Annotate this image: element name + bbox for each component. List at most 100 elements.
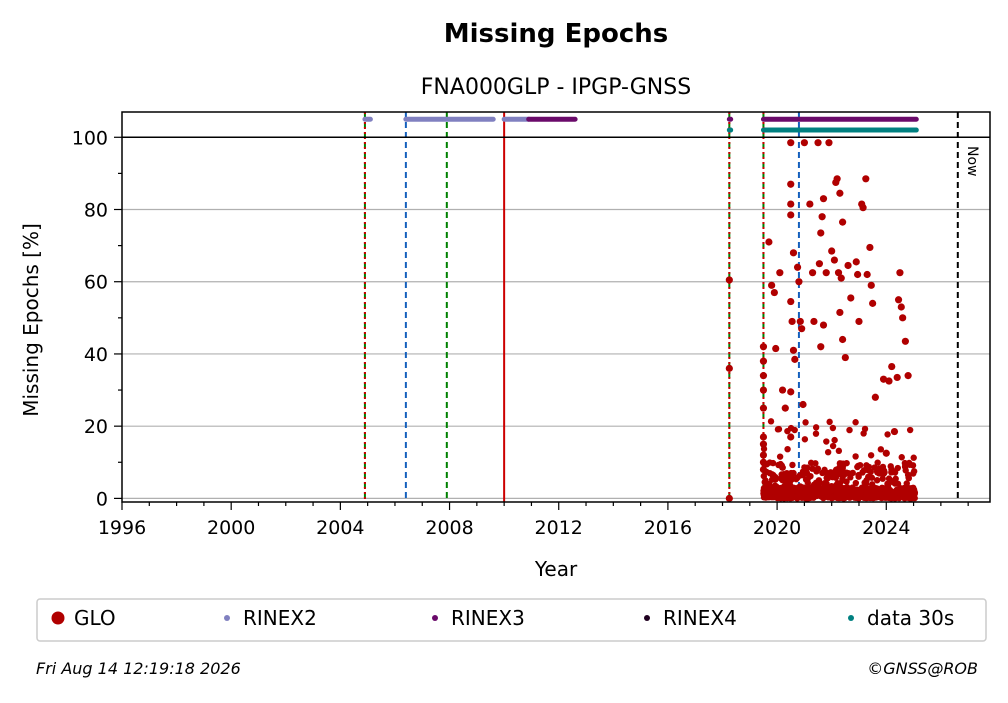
glo-point — [776, 453, 784, 460]
glo-point — [879, 475, 886, 482]
glo-point — [725, 364, 733, 372]
chart-subtitle: FNA000GLP - IPGP-GNSS — [421, 75, 691, 100]
glo-point — [894, 480, 902, 488]
glo-point — [852, 453, 859, 460]
glo-point — [787, 424, 795, 432]
glo-point — [877, 446, 885, 453]
glo-point — [814, 139, 822, 147]
glo-point — [787, 180, 795, 188]
availability-strips — [362, 116, 919, 133]
y-tick-label: 100 — [72, 127, 108, 149]
glo-point — [890, 427, 899, 436]
glo-point — [884, 482, 892, 489]
legend-label: data 30s — [867, 606, 954, 630]
glo-points — [725, 139, 919, 502]
footer-copyright: ©GNSS@ROB — [867, 659, 978, 678]
legend-label: RINEX3 — [451, 606, 525, 630]
y-tick-label: 80 — [84, 200, 108, 222]
glo-point — [831, 436, 838, 444]
glo-point — [788, 317, 796, 326]
glo-point — [882, 449, 890, 457]
glo-point — [905, 459, 913, 467]
glo-point — [839, 218, 847, 226]
glo-point — [787, 211, 795, 219]
glo-point — [810, 317, 818, 326]
glo-point — [759, 372, 768, 380]
glo-point — [843, 489, 850, 496]
glo-point — [837, 274, 845, 282]
glo-point — [871, 492, 879, 499]
glo-point — [866, 243, 874, 252]
glo-point — [818, 213, 826, 221]
glo-point — [825, 139, 833, 147]
legend-marker — [848, 615, 854, 621]
glo-point — [803, 464, 811, 471]
legend-label: RINEX2 — [243, 606, 317, 630]
glo-point — [793, 263, 802, 271]
vertical-event-lines — [363, 112, 800, 502]
x-tick-label: 2012 — [535, 517, 583, 539]
glo-point — [768, 281, 776, 289]
legend-label: RINEX4 — [663, 606, 737, 630]
glo-point — [830, 256, 839, 264]
x-axis-ticks: 1996 2000 2004 2008 2012 2016 2020 2024 — [98, 502, 969, 539]
glo-point — [863, 487, 870, 494]
glo-point — [821, 466, 828, 474]
glo-point — [865, 492, 872, 499]
legend-marker — [51, 611, 65, 625]
glo-point — [840, 460, 847, 467]
glo-point — [802, 419, 809, 426]
glo-point — [812, 488, 820, 496]
glo-point — [822, 269, 830, 277]
glo-point — [769, 459, 777, 467]
glo-point — [855, 317, 863, 326]
glo-point — [789, 249, 798, 257]
glo-point — [787, 139, 795, 147]
glo-point — [841, 353, 849, 362]
glo-point — [807, 472, 814, 480]
glo-point — [835, 447, 843, 455]
x-tick-label: 2020 — [753, 517, 801, 539]
x-tick-label: 2016 — [644, 517, 692, 539]
y-tick-label: 40 — [84, 344, 108, 366]
plot-frame — [121, 111, 991, 503]
glo-point — [773, 483, 780, 490]
glo-point — [787, 297, 795, 306]
glo-point — [910, 454, 917, 461]
glo-point — [725, 494, 733, 502]
glo-point — [844, 261, 852, 270]
glo-point — [874, 459, 881, 466]
glo-point — [799, 400, 807, 409]
y-tick-label: 60 — [84, 272, 108, 294]
y-axis-ticks: 0 20 40 60 80 100 — [72, 127, 122, 510]
glo-point — [899, 314, 907, 322]
glo-point — [864, 466, 871, 474]
glo-point — [812, 479, 820, 487]
glo-point — [904, 471, 912, 479]
glo-point — [867, 281, 875, 289]
glo-point — [836, 308, 844, 317]
glo-point — [826, 418, 833, 426]
glo-point — [783, 491, 791, 498]
glo-point — [859, 469, 866, 476]
glo-point — [759, 386, 768, 394]
glo-point — [774, 426, 782, 433]
glo-point — [847, 294, 855, 302]
glo-point — [815, 260, 824, 268]
glo-point — [879, 375, 888, 383]
legend-label: GLO — [74, 606, 116, 630]
glo-point — [825, 487, 833, 494]
glo-point — [819, 321, 828, 329]
glo-point — [824, 448, 832, 456]
glo-point — [846, 426, 853, 434]
glo-point — [893, 373, 901, 382]
y-tick-label: 0 — [96, 488, 108, 510]
glo-point — [871, 393, 879, 401]
glo-point — [860, 430, 867, 437]
glo-point — [863, 270, 871, 279]
glo-point — [800, 139, 808, 147]
glo-point — [883, 487, 891, 494]
glo-point — [856, 489, 864, 497]
glo-point — [789, 346, 798, 354]
